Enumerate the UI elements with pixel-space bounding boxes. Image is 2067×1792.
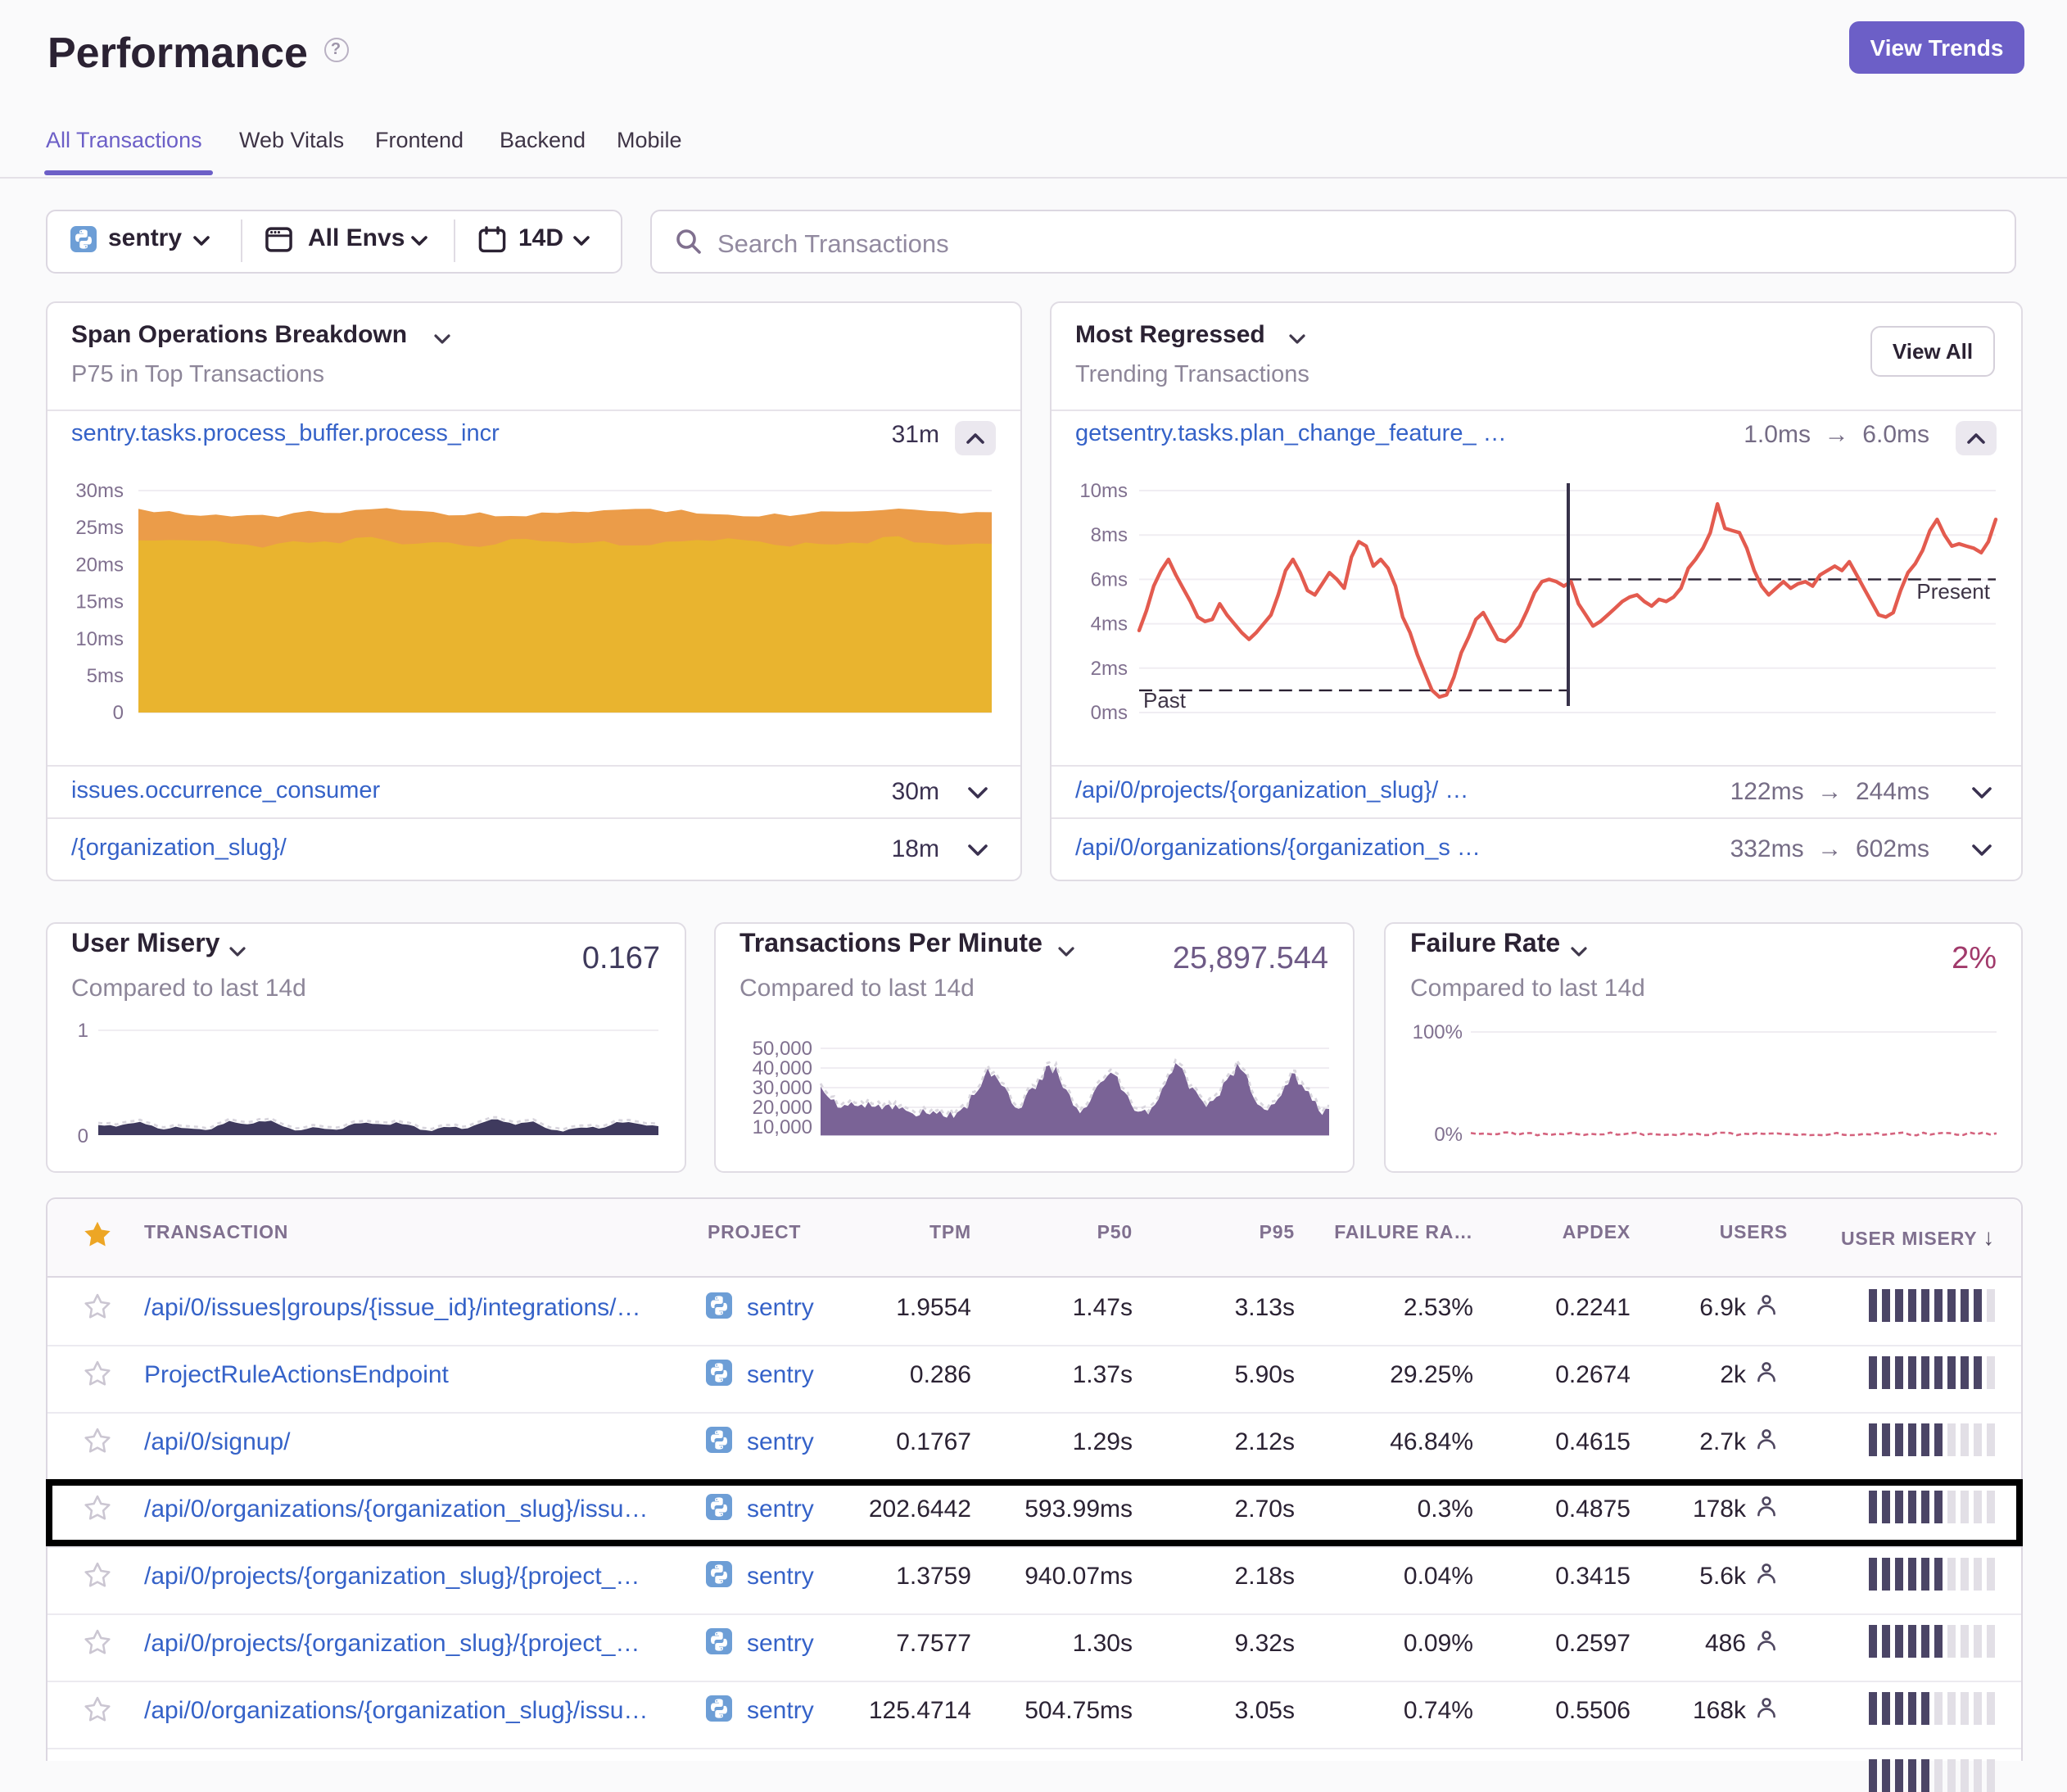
svg-text:0%: 0% xyxy=(1434,1123,1463,1145)
svg-text:5ms: 5ms xyxy=(86,665,123,687)
svg-text:30ms: 30ms xyxy=(75,480,123,502)
svg-text:1: 1 xyxy=(77,1019,88,1041)
svg-text:8ms: 8ms xyxy=(1090,524,1127,546)
svg-text:40,000: 40,000 xyxy=(752,1057,812,1079)
svg-text:10ms: 10ms xyxy=(75,628,123,650)
svg-text:10ms: 10ms xyxy=(1079,480,1127,502)
svg-text:0: 0 xyxy=(77,1125,88,1147)
svg-text:20,000: 20,000 xyxy=(752,1096,812,1118)
svg-text:15ms: 15ms xyxy=(75,591,123,613)
svg-text:20ms: 20ms xyxy=(75,554,123,576)
svg-text:25ms: 25ms xyxy=(75,517,123,539)
svg-text:50,000: 50,000 xyxy=(752,1037,812,1059)
svg-text:0: 0 xyxy=(112,702,123,724)
svg-text:6ms: 6ms xyxy=(1090,568,1127,591)
svg-text:Present: Present xyxy=(1915,579,1989,604)
svg-text:0ms: 0ms xyxy=(1090,702,1127,724)
svg-text:Past: Past xyxy=(1142,688,1186,713)
svg-text:30,000: 30,000 xyxy=(752,1076,812,1098)
svg-text:100%: 100% xyxy=(1413,1020,1463,1043)
svg-text:2ms: 2ms xyxy=(1090,658,1127,680)
svg-text:4ms: 4ms xyxy=(1090,613,1127,636)
svg-text:10,000: 10,000 xyxy=(752,1115,812,1138)
